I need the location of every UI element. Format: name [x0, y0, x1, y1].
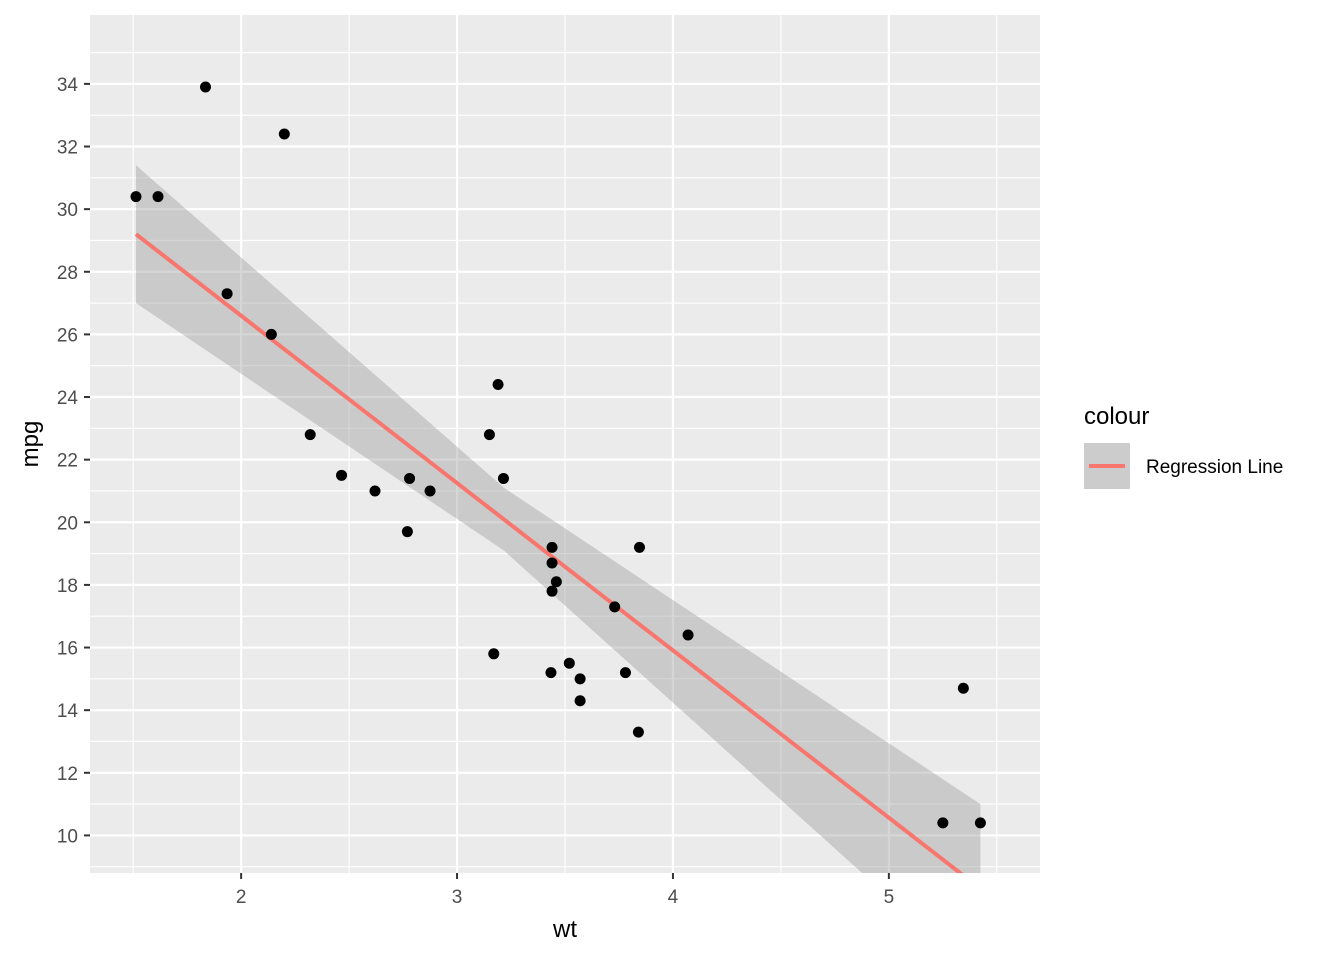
data-point: [483, 429, 495, 441]
x-tick-label: 5: [884, 887, 895, 908]
y-axis-title: mpg: [17, 421, 44, 468]
x-axis: 2 3 4 5: [236, 873, 894, 908]
data-point: [265, 328, 277, 340]
data-point: [550, 576, 562, 588]
data-point: [682, 629, 694, 641]
data-point: [200, 81, 212, 93]
y-tick-label: 24: [57, 388, 79, 409]
data-point: [632, 726, 644, 738]
data-point: [304, 429, 316, 441]
data-point: [574, 673, 586, 685]
data-point: [369, 485, 381, 497]
data-point: [563, 657, 575, 669]
y-tick-label: 20: [57, 513, 78, 534]
data-point: [488, 648, 500, 660]
data-point: [619, 667, 631, 679]
data-point: [497, 472, 509, 484]
y-tick-label: 22: [57, 451, 78, 472]
y-tick-label: 18: [57, 576, 78, 597]
x-tick-label: 4: [668, 887, 679, 908]
x-axis-title: wt: [552, 916, 577, 943]
data-point: [278, 128, 290, 140]
data-point: [545, 667, 557, 679]
legend-title: colour: [1084, 403, 1149, 430]
data-point: [546, 585, 558, 597]
data-point: [404, 472, 416, 484]
data-point: [492, 379, 504, 391]
data-point: [546, 541, 558, 553]
major-gridlines: [90, 15, 1040, 873]
y-tick-label: 32: [57, 138, 78, 159]
data-point: [574, 695, 586, 707]
data-point: [221, 288, 233, 300]
y-tick-label: 12: [57, 764, 78, 785]
data-point: [957, 682, 969, 694]
data-point: [424, 485, 436, 497]
confidence-ribbon: [136, 165, 981, 873]
y-tick-label: 30: [57, 200, 78, 221]
y-tick-label: 28: [57, 263, 78, 284]
data-points: [130, 81, 986, 829]
data-point: [336, 469, 348, 481]
data-point: [633, 541, 645, 553]
regression-line: [134, 232, 964, 873]
data-point: [130, 191, 142, 203]
y-tick-label: 14: [57, 701, 79, 722]
x-tick-label: 2: [236, 887, 247, 908]
data-point: [974, 817, 986, 829]
legend: colour Regression Line: [1084, 403, 1283, 489]
data-point: [401, 526, 413, 538]
y-tick-label: 16: [57, 639, 78, 660]
data-point: [152, 191, 164, 203]
data-point: [937, 817, 949, 829]
legend-label-regression-line: Regression Line: [1146, 457, 1283, 478]
y-tick-label: 10: [57, 826, 78, 847]
y-axis: 10 12 14 16 18 20 22 24 26 28 30 32 34: [57, 75, 90, 847]
minor-gridlines: [90, 15, 1040, 873]
y-tick-label: 26: [57, 325, 78, 346]
y-tick-label: 34: [57, 75, 79, 96]
data-point: [546, 557, 558, 569]
x-tick-label: 3: [452, 887, 463, 908]
data-point: [609, 601, 621, 613]
